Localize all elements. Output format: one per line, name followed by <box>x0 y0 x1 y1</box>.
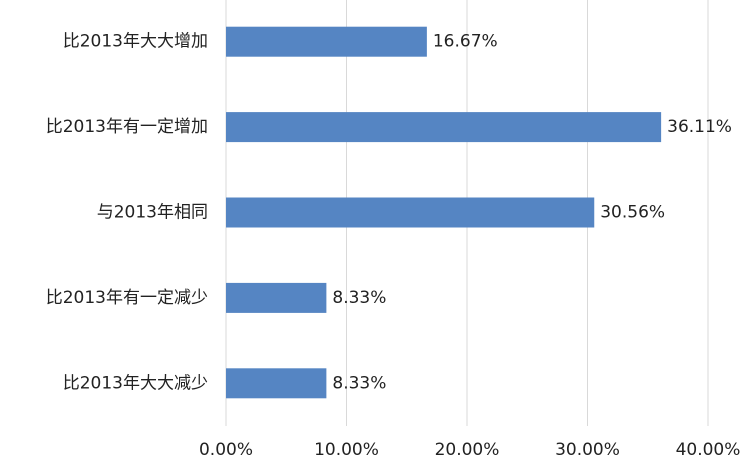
value-label: 8.33% <box>332 373 386 393</box>
x-tick-label: 0.00% <box>199 440 253 460</box>
value-label: 8.33% <box>332 288 386 308</box>
y-tick-label: 比2013年有一定增加 <box>46 117 208 137</box>
x-tick-label: 30.00% <box>555 440 620 460</box>
bar <box>226 112 662 143</box>
bar <box>226 26 427 57</box>
bar <box>226 368 327 399</box>
bar <box>226 197 595 228</box>
bar <box>226 282 327 313</box>
x-tick-label: 20.00% <box>435 440 500 460</box>
value-label: 30.56% <box>600 203 665 223</box>
x-tick-label: 40.00% <box>676 440 741 460</box>
value-label: 36.11% <box>667 117 732 137</box>
x-tick-label: 10.00% <box>314 440 379 460</box>
y-tick-label: 与2013年相同 <box>97 203 208 223</box>
value-label: 16.67% <box>433 32 498 52</box>
y-tick-label: 比2013年有一定减少 <box>46 288 208 308</box>
y-tick-label: 比2013年大大增加 <box>63 32 208 52</box>
y-tick-label: 比2013年大大减少 <box>63 373 208 393</box>
